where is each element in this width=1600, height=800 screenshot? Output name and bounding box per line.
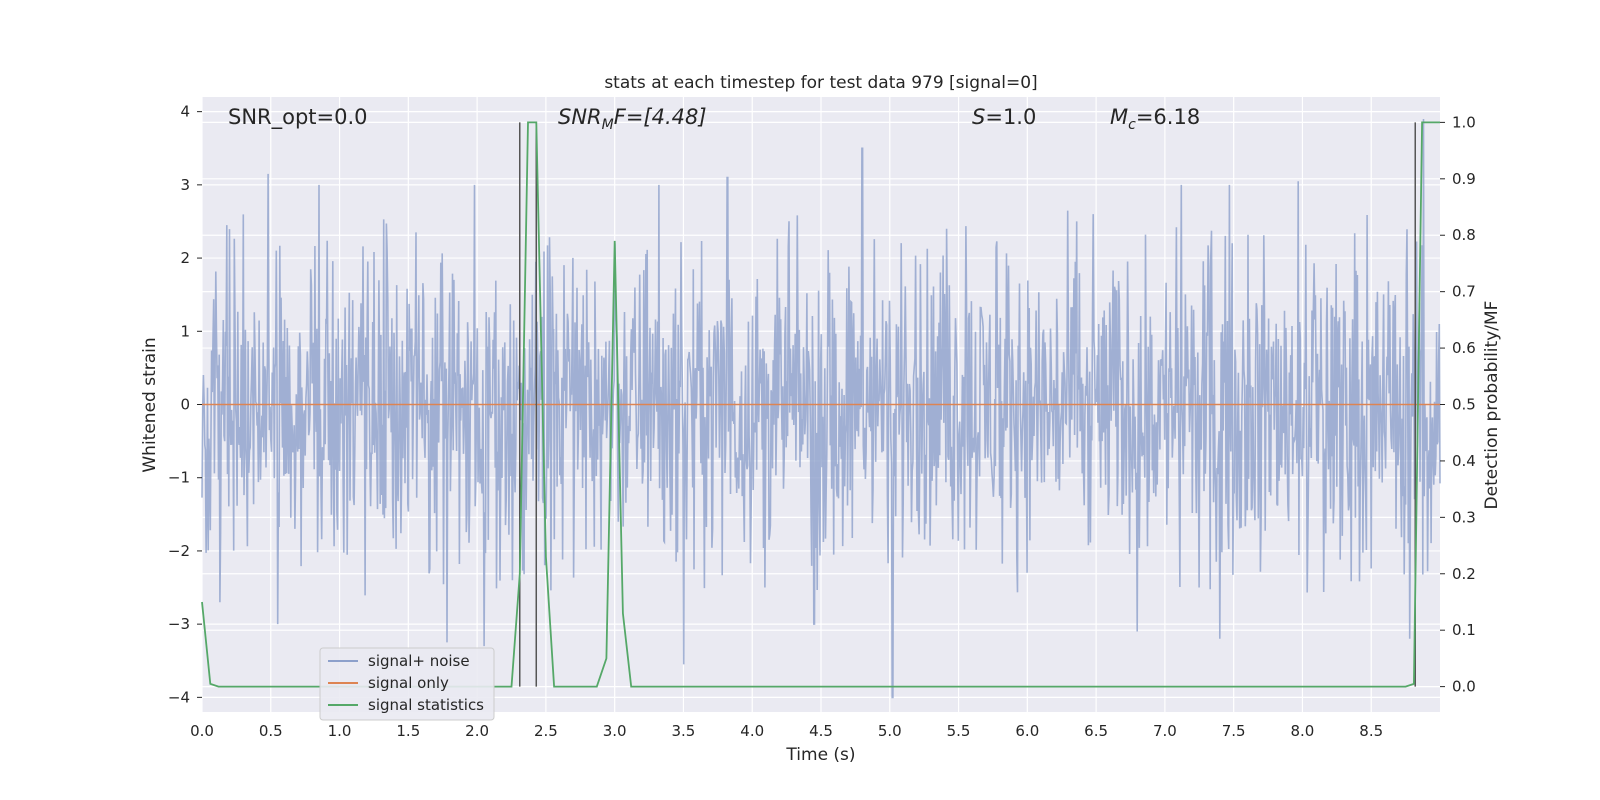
mc-subscript: c: [1128, 117, 1136, 133]
annotation-snr-mf: SNRMF=[4.48]: [558, 105, 707, 133]
annotation-s: S=1.0: [972, 105, 1036, 129]
x-tick-label: 0.5: [259, 722, 283, 740]
x-tick-label: 5.0: [878, 722, 902, 740]
x-tick-label: 7.5: [1222, 722, 1246, 740]
y-tick-label: 3: [180, 176, 190, 194]
y-tick-label: 4: [180, 103, 190, 121]
x-tick-label: 0.0: [190, 722, 214, 740]
statistics-line: [201, 121, 1440, 688]
signal-statistics-series: [201, 121, 1440, 688]
y2-tick-label: 0.3: [1452, 508, 1476, 526]
s-value: =1.0: [985, 105, 1036, 129]
annotation-mc: Mc=6.18: [1110, 105, 1200, 133]
x-tick-label: 3.5: [672, 722, 696, 740]
x-tick-label: 6.0: [1015, 722, 1039, 740]
snr-mf-value: F=[4.48]: [614, 105, 707, 129]
legend-label-statistics: signal statistics: [368, 696, 484, 714]
legend-box: [319, 647, 495, 721]
annotation-snr-opt: SNR_opt=0.0: [228, 105, 368, 130]
y2-tick-label: 0.8: [1452, 226, 1476, 244]
x-tick-label: 1.5: [396, 722, 420, 740]
x-tick-label: 5.5: [947, 722, 971, 740]
legend: signal+ noise signal only signal statist…: [319, 647, 495, 721]
y2-tick-label: 1.0: [1452, 113, 1476, 131]
mc-symbol: M: [1110, 105, 1128, 129]
y-tick-label: 1: [180, 322, 190, 340]
legend-label-noise: signal+ noise: [368, 652, 470, 670]
y2-tick-label: 0.9: [1452, 170, 1476, 188]
y-tick-label: −4: [168, 688, 190, 706]
x-tick-label: 2.0: [465, 722, 489, 740]
y2-axis-label: Detection probability/MF: [1482, 301, 1502, 510]
x-tick-label: 1.0: [328, 722, 352, 740]
chart-title: stats at each timestep for test data 979…: [604, 73, 1037, 93]
y2-tick-label: 0.1: [1452, 621, 1476, 639]
y2-tick-label: 0.0: [1452, 678, 1476, 696]
y2-tick-label: 0.7: [1452, 283, 1476, 301]
y-tick-label: −1: [168, 469, 190, 487]
y2-tick-label: 0.6: [1452, 339, 1476, 357]
x-tick-label: 4.5: [809, 722, 833, 740]
mc-value: =6.18: [1136, 105, 1200, 129]
y2-tick-label: 0.5: [1452, 396, 1476, 414]
x-tick-label: 7.0: [1153, 722, 1177, 740]
y-tick-label: 0: [180, 396, 190, 414]
snr-mf-symbol: SNR: [558, 105, 602, 129]
y-tick-label: −2: [168, 542, 190, 560]
ticks: 0.0 0.5 1.0 1.5 2.0 2.5 3.0 3.5 4.0 4.5 5.0 5.5 6.0 6…: [168, 103, 1476, 740]
x-tick-label: 2.5: [534, 722, 558, 740]
y-tick-label: 2: [180, 249, 190, 267]
x-tick-label: 8.5: [1359, 722, 1383, 740]
y-tick-label: −3: [168, 615, 190, 633]
x-tick-label: 3.0: [603, 722, 627, 740]
snr-mf-subscript: M: [602, 117, 614, 133]
s-symbol: S: [972, 105, 985, 129]
y2-tick-label: 0.2: [1452, 565, 1476, 583]
x-tick-label: 4.0: [740, 722, 764, 740]
x-tick-label: 8.0: [1291, 722, 1315, 740]
legend-label-signal-only: signal only: [368, 674, 449, 692]
y-axis-label: Whitened strain: [140, 337, 160, 472]
x-tick-label: 6.5: [1084, 722, 1108, 740]
x-axis-label: Time (s): [785, 745, 855, 765]
noise-line: [201, 118, 1441, 699]
y2-tick-label: 0.4: [1452, 452, 1476, 470]
noise-series: [201, 118, 1441, 699]
